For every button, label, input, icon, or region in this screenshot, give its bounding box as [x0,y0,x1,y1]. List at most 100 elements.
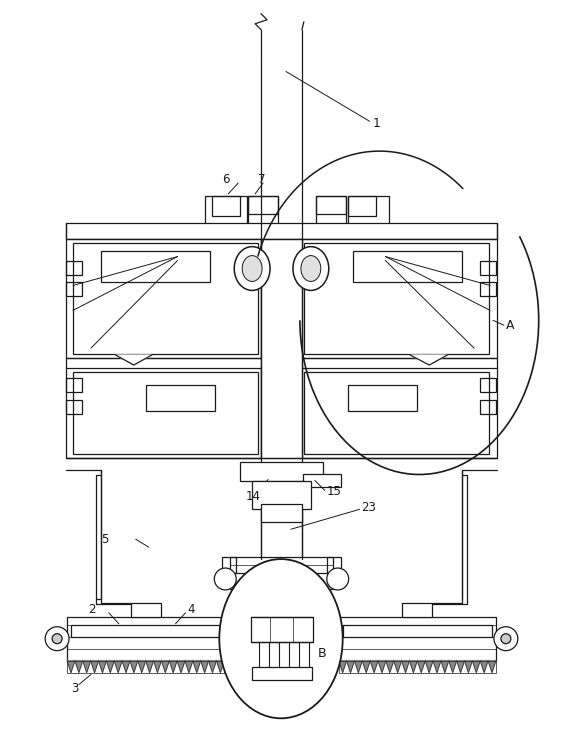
Polygon shape [67,661,75,673]
Bar [348,196,376,216]
Bar [403,603,432,617]
Bar [101,251,211,282]
Bar [480,261,496,275]
Polygon shape [116,355,151,365]
Bar [348,196,390,224]
Polygon shape [449,661,457,673]
Bar [339,617,496,661]
Polygon shape [177,661,185,673]
Bar [302,368,497,457]
Bar [66,282,82,297]
Polygon shape [409,661,417,673]
Polygon shape [401,661,409,673]
Bar [230,569,333,589]
Bar [343,625,492,637]
Bar [316,196,346,224]
Polygon shape [378,661,386,673]
Polygon shape [488,661,496,673]
Bar [348,385,417,411]
Circle shape [327,568,348,590]
Polygon shape [347,661,355,673]
Text: A: A [506,318,515,332]
Polygon shape [457,661,464,673]
Polygon shape [216,661,224,673]
Polygon shape [291,589,297,602]
Polygon shape [433,661,441,673]
Polygon shape [254,589,261,602]
Bar [73,372,258,454]
Ellipse shape [220,559,343,718]
Bar [205,196,247,224]
Bar [66,261,82,275]
Bar [66,368,261,457]
Polygon shape [394,661,401,673]
Bar [71,625,220,637]
Text: 4: 4 [187,603,195,617]
Circle shape [494,627,518,650]
Bar [352,251,462,282]
Polygon shape [75,661,83,673]
Bar [66,239,261,358]
Polygon shape [169,661,177,673]
Bar [339,661,496,673]
Polygon shape [200,661,208,673]
Circle shape [222,627,246,650]
Circle shape [229,634,239,644]
Bar [304,372,489,454]
Ellipse shape [234,246,270,291]
Bar [222,557,236,573]
Polygon shape [370,661,378,673]
Bar [252,481,311,509]
Bar [67,617,224,661]
Circle shape [501,634,511,644]
Polygon shape [138,661,146,673]
Text: 1: 1 [373,116,381,130]
Bar [248,196,278,214]
Polygon shape [193,661,200,673]
Bar [71,625,220,637]
Circle shape [52,634,62,644]
Polygon shape [303,589,310,602]
Ellipse shape [293,246,329,291]
Polygon shape [242,589,248,602]
Polygon shape [248,589,254,602]
Text: 14: 14 [245,490,260,503]
Text: 7: 7 [258,173,266,186]
Text: 2: 2 [88,603,96,617]
Polygon shape [279,589,285,602]
Polygon shape [273,589,279,602]
Circle shape [317,627,341,650]
Polygon shape [480,661,488,673]
Circle shape [45,627,69,650]
Bar [303,474,341,487]
Text: B: B [318,647,327,660]
Bar [230,557,333,573]
Bar [131,603,160,617]
Polygon shape [106,661,114,673]
Bar [146,385,215,411]
Bar [240,462,323,481]
Polygon shape [236,589,242,602]
Polygon shape [99,661,106,673]
Polygon shape [386,661,394,673]
Polygon shape [122,661,130,673]
Polygon shape [185,661,193,673]
Polygon shape [154,661,162,673]
Ellipse shape [301,255,321,282]
Bar [251,617,313,641]
Bar [236,589,322,602]
Polygon shape [114,661,122,673]
Polygon shape [285,589,291,602]
Polygon shape [363,661,370,673]
Polygon shape [316,589,322,602]
Bar [261,505,302,522]
Polygon shape [261,589,267,602]
Polygon shape [91,661,99,673]
Polygon shape [310,589,316,602]
Circle shape [324,634,334,644]
Polygon shape [339,661,347,673]
Polygon shape [410,355,447,365]
Polygon shape [464,661,472,673]
Bar [252,667,312,680]
Bar [343,625,492,637]
